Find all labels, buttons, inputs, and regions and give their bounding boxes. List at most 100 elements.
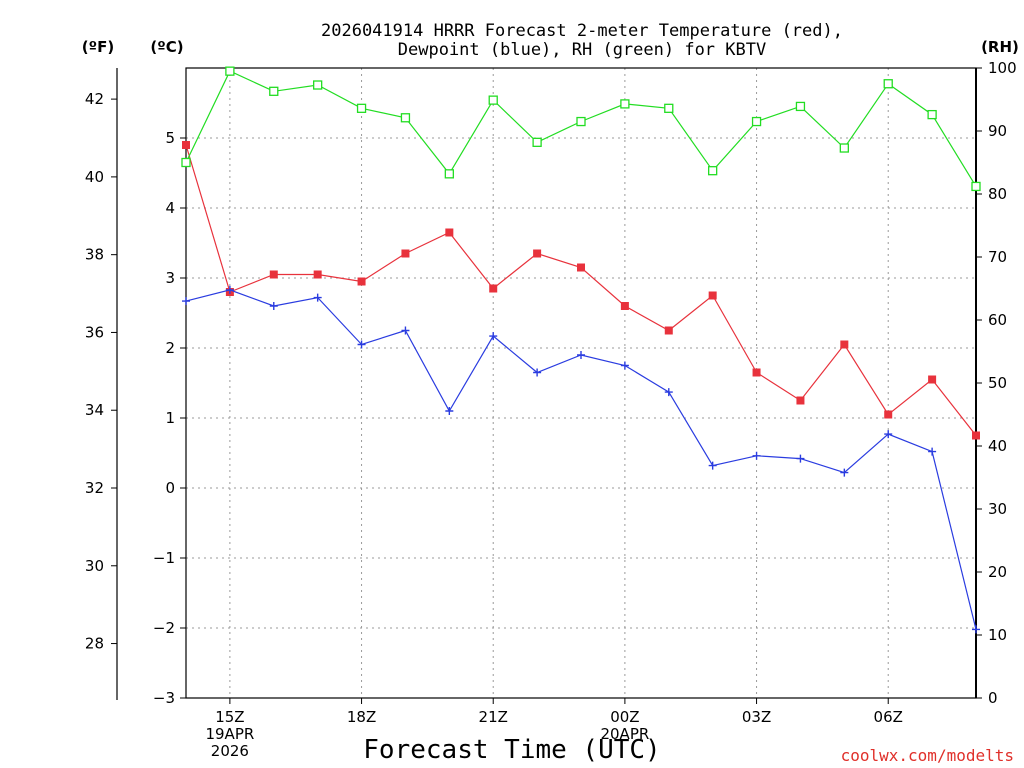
dewpoint-point <box>620 361 629 370</box>
rh-tick-label: 80 <box>988 185 1007 203</box>
temperature-point <box>489 284 498 293</box>
x-tick-label: 03Z <box>742 708 771 726</box>
rh-tick-label: 60 <box>988 311 1007 329</box>
celsius-tick-label: 0 <box>165 479 175 497</box>
temperature-point <box>972 431 980 440</box>
fahrenheit-tick-label: 30 <box>85 557 104 575</box>
x-axis-label: Forecast Time (UTC) <box>363 735 660 765</box>
fahrenheit-tick-label: 34 <box>85 401 104 419</box>
temperature-point <box>928 375 937 384</box>
rh-tick-label: 20 <box>988 563 1007 581</box>
rh-point <box>400 113 411 123</box>
dewpoint-point <box>664 388 673 397</box>
rh-tick-label: 70 <box>988 248 1007 266</box>
fahrenheit-tick-label: 36 <box>85 323 104 341</box>
x-tick-label: 06Z <box>874 708 903 726</box>
x-tick-label: 18Z <box>347 708 376 726</box>
rh-point <box>444 169 454 179</box>
celsius-tick-label: 3 <box>165 269 175 287</box>
temperature-point <box>840 340 849 349</box>
temperature-point <box>533 249 542 258</box>
dewpoint-point <box>445 407 454 415</box>
dewpoint-point <box>972 625 980 634</box>
dewpoint-point <box>182 297 190 306</box>
celsius-tick-label: −3 <box>153 689 175 707</box>
dewpoint-point <box>840 468 849 477</box>
rh-tick-label: 100 <box>988 59 1017 77</box>
dewpoint-point <box>928 447 937 456</box>
fahrenheit-unit-label: (ºF) <box>82 38 114 56</box>
rh-point <box>971 181 981 192</box>
x-tick-label: 19APR <box>205 725 254 743</box>
rh-tick-label: 50 <box>988 374 1007 392</box>
rh-unit-label: (RH) <box>981 38 1019 56</box>
series <box>181 66 981 634</box>
dewpoint-point <box>489 332 498 341</box>
rh-tick-label: 10 <box>988 626 1007 644</box>
credit-text: coolwx.com/modelts <box>841 746 1014 765</box>
rh-point <box>927 109 937 120</box>
rh-point <box>488 95 498 105</box>
dewpoint-point <box>752 451 761 460</box>
dewpoint-point <box>577 351 585 359</box>
x-tick-label: 00Z <box>610 708 639 726</box>
x-tick-label: 20APR <box>600 725 649 743</box>
celsius-tick-label: 1 <box>165 409 175 427</box>
rh-tick-label: 30 <box>988 500 1007 518</box>
rh-tick-label: 90 <box>988 122 1007 140</box>
labels: 2026041914 HRRR Forecast 2-meter Tempera… <box>82 21 1019 765</box>
dewpoint-point <box>796 454 805 463</box>
fahrenheit-tick-label: 32 <box>85 479 104 497</box>
dewpoint-point <box>225 285 234 294</box>
temperature-point <box>182 141 190 149</box>
grid <box>186 68 976 698</box>
temperature-point <box>664 326 673 335</box>
rh-point <box>708 166 718 176</box>
rh-point <box>795 101 806 112</box>
fahrenheit-tick-label: 42 <box>85 90 104 108</box>
celsius-tick-label: −1 <box>153 549 175 567</box>
celsius-tick-label: −2 <box>153 619 175 637</box>
rh-point <box>839 143 849 153</box>
temperature-point <box>313 270 322 279</box>
temperature-point <box>357 277 366 286</box>
dewpoint-point <box>269 302 278 310</box>
rh-point <box>356 103 367 113</box>
dewpoint-point <box>884 430 893 439</box>
temperature-point <box>884 410 893 419</box>
celsius-tick-label: 5 <box>165 129 175 147</box>
x-tick-label: 2026 <box>211 742 249 760</box>
rh-series-line <box>185 70 977 187</box>
dewpoint-point <box>533 368 542 377</box>
temperature-point <box>401 249 410 258</box>
rh-point <box>313 80 323 90</box>
dewpoint-point <box>708 461 717 470</box>
celsius-tick-label: 2 <box>165 339 175 357</box>
rh-point <box>181 157 191 168</box>
x-tick-label: 21Z <box>479 708 508 726</box>
dewpoint-series-line <box>185 289 977 630</box>
dewpoint-point <box>313 293 322 302</box>
temperature-point <box>577 263 585 272</box>
x-tick-label: 15Z <box>215 708 244 726</box>
temperature-point <box>796 396 805 405</box>
rh-point <box>225 66 235 76</box>
fahrenheit-tick-label: 38 <box>85 246 104 264</box>
rh-tick-label: 0 <box>988 689 998 707</box>
temperature-point <box>620 302 629 310</box>
chart-title-line-1: 2026041914 HRRR Forecast 2-meter Tempera… <box>321 21 843 41</box>
plot-frame <box>185 67 977 699</box>
rh-tick-label: 40 <box>988 437 1007 455</box>
fahrenheit-tick-label: 40 <box>85 168 104 186</box>
axes: 2830323436384042−3−2−1012345010203040506… <box>85 59 1017 760</box>
rh-point <box>751 116 762 127</box>
celsius-unit-label: (ºC) <box>150 38 183 56</box>
rh-point <box>269 86 279 96</box>
rh-point <box>664 103 674 113</box>
dewpoint-point <box>357 340 366 349</box>
temperature-point <box>445 228 454 237</box>
temperature-point <box>708 291 717 300</box>
chart-title-line-2: Dewpoint (blue), RH (green) for KBTV <box>398 40 766 60</box>
dewpoint-point <box>401 326 410 335</box>
